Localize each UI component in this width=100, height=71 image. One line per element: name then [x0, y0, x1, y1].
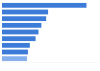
bar — [2, 56, 27, 61]
chart — [0, 0, 100, 71]
bars — [2, 3, 86, 61]
bar — [2, 50, 28, 55]
bar — [2, 30, 38, 35]
bar — [2, 43, 30, 48]
bar — [2, 16, 46, 21]
bar — [2, 23, 41, 28]
axis-line — [2, 62, 98, 63]
bar — [2, 3, 86, 8]
bar — [2, 10, 48, 15]
bar — [2, 36, 36, 41]
